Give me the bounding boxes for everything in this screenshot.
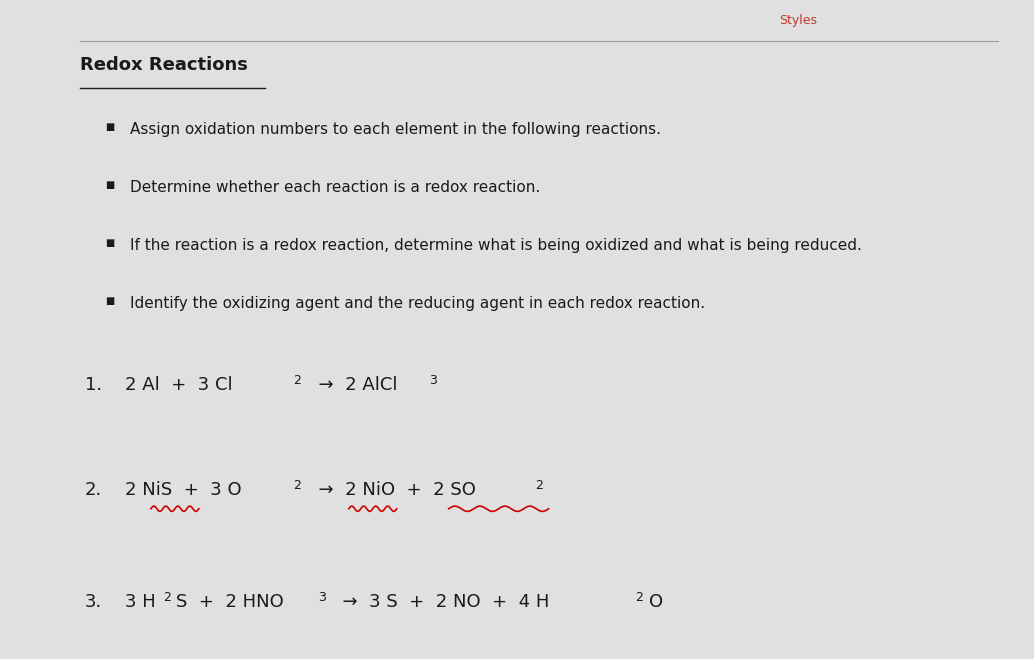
Text: Identify the oxidizing agent and the reducing agent in each redox reaction.: Identify the oxidizing agent and the red…	[130, 296, 705, 311]
Text: 2: 2	[163, 591, 171, 604]
Text: Assign oxidation numbers to each element in the following reactions.: Assign oxidation numbers to each element…	[130, 122, 661, 137]
Text: 2 NiS  +  3 O: 2 NiS + 3 O	[125, 481, 242, 499]
Text: 3 H: 3 H	[125, 593, 156, 611]
Text: →  2 AlCl: → 2 AlCl	[307, 376, 397, 393]
Text: 3: 3	[429, 374, 436, 387]
Text: Redox Reactions: Redox Reactions	[80, 56, 248, 74]
Text: 2: 2	[535, 479, 543, 492]
Text: O: O	[648, 593, 663, 611]
Text: →  2 NiO  +  2 SO: → 2 NiO + 2 SO	[307, 481, 476, 499]
Text: →  3 S  +  2 NO  +  4 H: → 3 S + 2 NO + 4 H	[331, 593, 549, 611]
Text: 2 Al  +  3 Cl: 2 Al + 3 Cl	[125, 376, 233, 393]
Text: S  +  2 HNO: S + 2 HNO	[176, 593, 283, 611]
Text: ■: ■	[104, 238, 114, 248]
Text: 3: 3	[317, 591, 326, 604]
Text: ■: ■	[104, 296, 114, 306]
Text: If the reaction is a redox reaction, determine what is being oxidized and what i: If the reaction is a redox reaction, det…	[130, 238, 861, 253]
Text: 1.: 1.	[85, 376, 102, 393]
Text: 2: 2	[293, 479, 301, 492]
Text: Styles: Styles	[780, 14, 818, 28]
Text: Determine whether each reaction is a redox reaction.: Determine whether each reaction is a red…	[130, 180, 540, 195]
Text: 3.: 3.	[85, 593, 102, 611]
Text: 2: 2	[293, 374, 301, 387]
Text: ■: ■	[104, 180, 114, 190]
Text: 2: 2	[636, 591, 643, 604]
Text: 2.: 2.	[85, 481, 102, 499]
Text: ■: ■	[104, 122, 114, 132]
